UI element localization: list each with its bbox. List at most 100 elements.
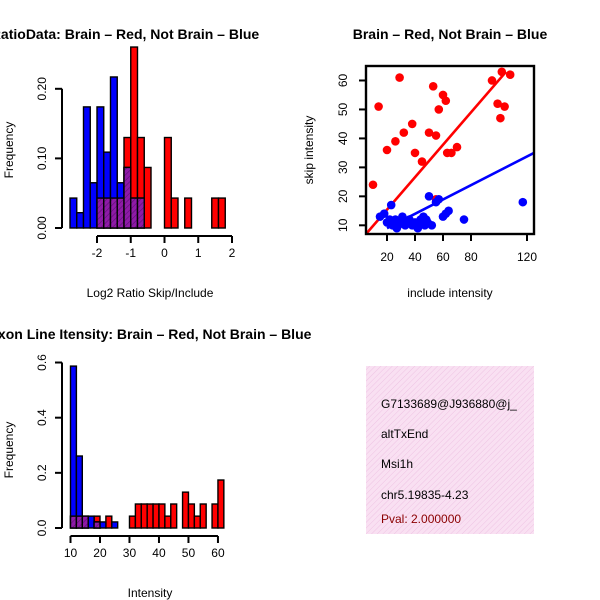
info-location: chr5.19835-4.23 xyxy=(381,488,469,502)
ratio-histogram-panel: RatioData: Brain – Red, Not Brain – Blue… xyxy=(0,26,259,300)
info-gene-name: Msi1h xyxy=(381,457,413,471)
scatter-point-brain-2 xyxy=(382,145,392,155)
scatter-point-not-brain-29 xyxy=(444,206,453,216)
scatter-point-brain-1 xyxy=(374,102,383,111)
scatter-point-brain-6 xyxy=(407,119,417,129)
scatter-point-brain-4 xyxy=(395,73,404,82)
ratio-histogram-axes: -2 -1 0 1 2 0.00 0.10 0.20 xyxy=(35,77,236,260)
hist-ratio-bar-not-brain-3 xyxy=(89,182,98,229)
scatter-x-tick-label-1: 40 xyxy=(408,250,422,264)
scatter-marks xyxy=(366,67,534,234)
scatter-fit-line-not-brain xyxy=(386,151,534,230)
hist-intensity-bar-brain-13 xyxy=(181,491,190,529)
intensity-histogram-axes: 10 20 30 40 50 60 0.0 0.2 0.4 0.6 xyxy=(35,354,225,560)
hist-ratio-x-tick-label-2: 0 xyxy=(161,246,168,260)
hist-ratio-overlap-bar--1 xyxy=(130,197,139,229)
hist-intensity-bar-brain-4 xyxy=(105,515,113,529)
hist-ratio-bar-brain-12 xyxy=(217,197,226,229)
hist-intensity-x-tick-label-3: 40 xyxy=(152,546,166,560)
hist-ratio-y-tick-label-0: 0.00 xyxy=(35,216,49,240)
scatter-point-not-brain-4 xyxy=(386,200,396,210)
hist-intensity-bar-brain-11 xyxy=(164,515,172,529)
hist-ratio-bar-brain-8 xyxy=(163,136,172,229)
hist-intensity-x-tick-label-1: 20 xyxy=(93,546,107,560)
scatter-y-tick-label-0: 10 xyxy=(336,218,350,232)
hist-intensity-bar-brain-17 xyxy=(211,503,219,529)
scatter-point-not-brain-23 xyxy=(424,192,434,201)
intensity-histogram-panel: Exon Line Itensity: Brain – Red, Not Bra… xyxy=(0,326,312,600)
info-id-label: G7133689@J936880@j_ xyxy=(381,397,517,411)
hist-intensity-overlap-bar-18 xyxy=(93,521,101,529)
hist-ratio-bar-brain-10 xyxy=(184,197,193,229)
hist-intensity-x-tick-label-5: 60 xyxy=(211,546,225,560)
intensity-histogram-ylabel: Frequency xyxy=(2,422,16,479)
scatter-point-brain-10 xyxy=(428,81,438,91)
scatter-x-tick-label-4: 120 xyxy=(517,250,537,264)
hist-intensity-bar-brain-6 xyxy=(134,503,142,529)
scatter-point-not-brain-30 xyxy=(459,215,469,224)
scatter-y-tick-label-3: 40 xyxy=(336,131,350,145)
hist-ratio-bar-brain-11 xyxy=(211,197,220,229)
ratio-histogram-xlabel: Log2 Ratio Skip/Include xyxy=(87,286,214,300)
hist-ratio-overlap-bar--0.8 xyxy=(136,197,145,229)
hist-ratio-bar-not-brain-1 xyxy=(76,211,85,229)
scatter-point-brain-0 xyxy=(368,180,378,190)
scatter-point-brain-22 xyxy=(500,102,509,111)
scatter-point-brain-14 xyxy=(441,96,451,106)
hist-intensity-bar-brain-15 xyxy=(193,515,201,529)
scatter-point-brain-16 xyxy=(447,148,456,158)
intensity-histogram-xlabel: Intensity xyxy=(128,586,173,600)
scatter-point-not-brain-24 xyxy=(427,221,437,230)
hist-intensity-bar-brain-9 xyxy=(152,503,160,529)
intensity-histogram-bars xyxy=(69,365,225,529)
hist-ratio-overlap-bar--1.8 xyxy=(103,197,112,229)
scatter-point-brain-12 xyxy=(434,105,444,114)
hist-intensity-y-tick-label-2: 0.4 xyxy=(35,409,49,426)
hist-intensity-bar-brain-10 xyxy=(158,503,166,529)
hist-ratio-overlap-bar--2 xyxy=(96,197,105,229)
scatter-ylabel: skip intensity xyxy=(302,116,316,185)
hist-intensity-bar-brain-12 xyxy=(170,503,178,529)
intensity-scatter-panel: Brain – Red, Not Brain – Blue 20 40 60 80 12… xyxy=(302,26,547,300)
hist-intensity-bar-brain-5 xyxy=(128,515,137,529)
hist-intensity-overlap-bar-12 xyxy=(75,515,83,529)
info-event-type: altTxEnd xyxy=(381,427,428,441)
hist-intensity-x-tick-label-2: 30 xyxy=(123,546,137,560)
scatter-xlabel: include intensity xyxy=(407,286,492,300)
scatter-y-tick-label-2: 30 xyxy=(336,160,350,174)
hist-ratio-overlap-bar--1.6 xyxy=(109,197,118,229)
scatter-y-tick-label-4: 50 xyxy=(336,102,350,116)
scatter-point-brain-3 xyxy=(391,137,400,146)
scatter-x-tick-label-0: 20 xyxy=(380,250,394,264)
scatter-point-brain-5 xyxy=(399,128,409,137)
hist-intensity-bar-brain-8 xyxy=(146,503,154,529)
hist-intensity-bar-not-brain-0 xyxy=(69,365,78,529)
scatter-x-tick-label-2: 60 xyxy=(436,250,450,264)
scatter-point-brain-19 xyxy=(493,99,502,108)
scatter-frame xyxy=(364,64,536,236)
scatter-point-brain-8 xyxy=(417,157,427,166)
scatter-point-not-brain-31 xyxy=(518,197,528,207)
hist-intensity-overlap-bar-14 xyxy=(81,515,89,529)
scatter-point-brain-7 xyxy=(410,148,420,158)
hist-intensity-x-tick-label-4: 50 xyxy=(182,546,196,560)
hist-ratio-overlap-bar--1.4 xyxy=(116,197,125,229)
hist-intensity-y-tick-label-1: 0.2 xyxy=(35,464,49,481)
scatter-y-tick-label-5: 60 xyxy=(336,73,350,87)
scatter-point-brain-9 xyxy=(424,128,434,137)
hist-ratio-bar-not-brain-0 xyxy=(69,197,78,229)
hist-ratio-x-tick-label-4: 2 xyxy=(229,246,236,260)
hist-intensity-bar-brain-18 xyxy=(217,479,225,529)
hist-intensity-bar-brain-16 xyxy=(199,503,207,529)
hist-intensity-bar-brain-14 xyxy=(187,503,196,529)
hist-ratio-overlap-bar--1.2 xyxy=(123,166,132,229)
hist-ratio-y-tick-label-2: 0.20 xyxy=(35,77,49,101)
hist-ratio-bar-brain-7 xyxy=(143,166,152,229)
scatter-title: Brain – Red, Not Brain – Blue xyxy=(353,26,548,42)
scatter-point-brain-11 xyxy=(431,131,441,140)
scatter-plot-area: 20 40 60 80 120 10 20 30 40 50 60 xyxy=(336,64,537,264)
ratio-histogram-title: RatioData: Brain – Red, Not Brain – Blue xyxy=(0,26,259,42)
hist-ratio-bar-not-brain-2 xyxy=(82,106,91,229)
hist-intensity-bar-brain-7 xyxy=(140,503,148,529)
